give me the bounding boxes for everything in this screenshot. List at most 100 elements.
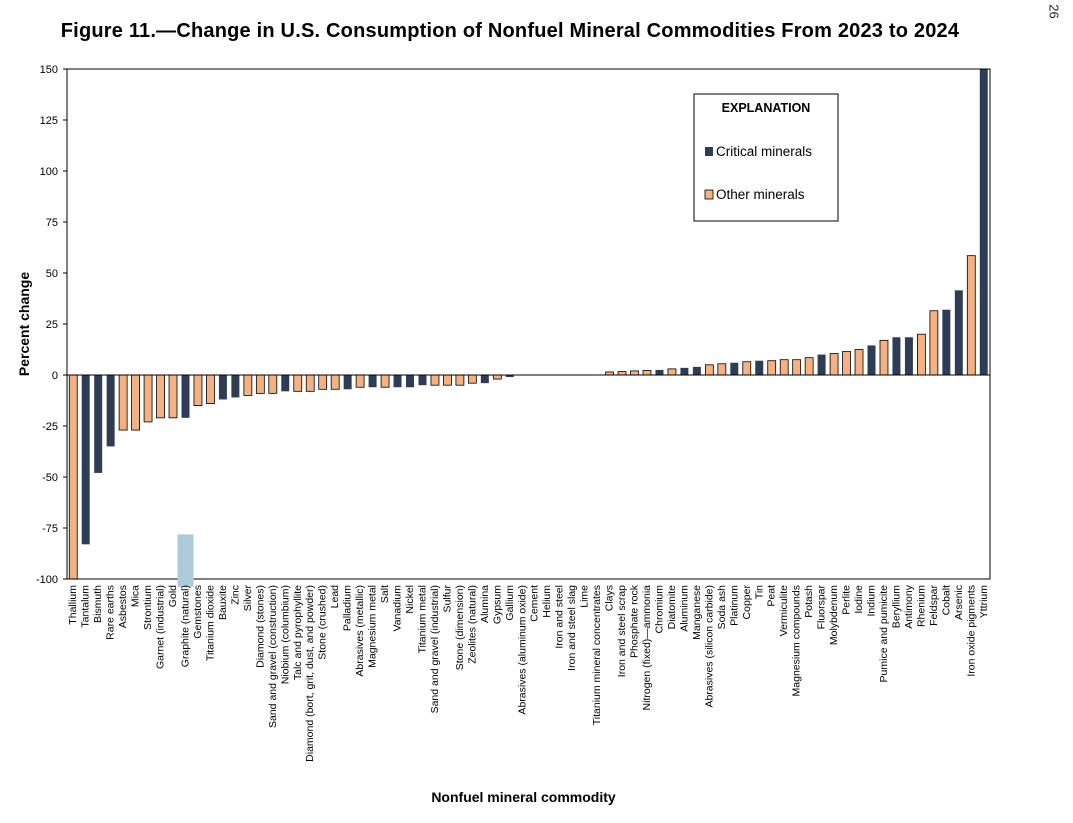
- bar-antimony: [904, 337, 913, 375]
- highlight-graphite-natural: [177, 534, 194, 587]
- bar-mica: [131, 374, 140, 431]
- bar-tantalum: [81, 375, 90, 545]
- legend-box: [693, 93, 839, 222]
- category-label-lime: Lime: [579, 585, 591, 608]
- legend-label-other: Other minerals: [716, 187, 805, 202]
- category-label-iron-and-steel: Iron and steel: [554, 585, 566, 649]
- category-label-tantalum: Tantalum: [80, 585, 92, 628]
- category-label-alumina: Alumina: [479, 585, 491, 623]
- bar-nitrogen-fixed-ammonia: [642, 370, 652, 376]
- category-label-palladium: Palladium: [342, 585, 354, 631]
- y-tick-label: 50: [46, 268, 58, 280]
- category-label-tin: Tin: [753, 585, 765, 599]
- category-label-aluminum: Aluminum: [678, 585, 690, 632]
- category-label-helium: Helium: [541, 585, 553, 618]
- bar-perlite: [842, 351, 851, 376]
- bar-vanadium: [393, 375, 402, 388]
- category-label-pumice-and-pumicite: Pumice and pumicite: [878, 585, 890, 683]
- bar-diamond-bort-grit-dust-and-powder: [305, 374, 315, 392]
- bar-alumina: [480, 375, 489, 384]
- category-label-mica: Mica: [130, 585, 142, 607]
- category-label-abrasives-metallic: Abrasives (metallic): [354, 585, 366, 677]
- category-label-indium: Indium: [866, 585, 878, 617]
- bar-asbestos: [118, 374, 128, 431]
- bar-molybdenum: [829, 353, 839, 376]
- bar-beryllium: [892, 337, 901, 375]
- category-label-gypsum: Gypsum: [491, 585, 503, 624]
- bar-indium: [867, 345, 876, 375]
- category-label-rare-earths: Rare earths: [105, 585, 117, 640]
- bar-gemstones: [193, 374, 203, 407]
- bar-phosphate-rock: [630, 370, 639, 376]
- bar-peat: [767, 360, 777, 376]
- category-label-feldspar: Feldspar: [928, 585, 940, 626]
- category-label-manganese: Manganese: [691, 585, 703, 640]
- y-tick-label: 25: [46, 319, 58, 331]
- category-label-iodine: Iodine: [853, 585, 865, 614]
- bar-vermiculite: [779, 359, 789, 376]
- plot-area-border: [66, 68, 991, 580]
- category-label-gemstones: Gemstones: [192, 585, 204, 639]
- y-tick-label: 75: [46, 217, 58, 229]
- category-label-arsenic: Arsenic: [953, 585, 965, 620]
- category-label-copper: Copper: [741, 585, 753, 620]
- bar-niobium-columbium: [281, 375, 290, 392]
- bar-potash: [804, 357, 814, 376]
- bar-sulfur: [443, 374, 452, 386]
- bar-gold: [168, 374, 178, 419]
- legend: EXPLANATION Critical minerals Other minera…: [693, 93, 839, 222]
- plot-frame: [66, 68, 991, 580]
- category-label-lead: Lead: [329, 585, 341, 609]
- bar-zinc: [231, 375, 240, 398]
- category-label-chromium: Chromium: [653, 585, 665, 634]
- bar-pumice-and-pumicite: [879, 339, 889, 376]
- y-tick-label: -100: [36, 574, 58, 586]
- bar-salt: [380, 374, 390, 388]
- y-tick-label: 100: [40, 166, 58, 178]
- category-label-vermiculite: Vermiculite: [778, 585, 790, 637]
- bar-rhenium: [917, 333, 926, 376]
- y-axis: 150 125 100 75 50 25 0 -25 -50 -75 -100: [36, 64, 67, 586]
- legend-label-critical: Critical minerals: [716, 144, 812, 159]
- category-label-clays: Clays: [604, 585, 616, 611]
- category-label-abrasives-silicon-carbide: Abrasives (silicon carbide): [703, 585, 715, 708]
- legend-swatch-other: [704, 189, 714, 200]
- bar-thallium: [68, 374, 78, 580]
- category-label-peat: Peat: [766, 585, 778, 607]
- category-label-nickel: Nickel: [404, 585, 416, 614]
- bar-arsenic: [954, 290, 963, 375]
- bar-graphite-natural: [181, 375, 190, 418]
- category-label-rhenium: Rhenium: [915, 585, 927, 627]
- bar-gallium: [505, 375, 514, 378]
- category-label-niobium-columbium: Niobium (columbium): [279, 585, 291, 684]
- bar-zeolites-natural: [467, 374, 477, 384]
- bar-aluminum: [680, 367, 689, 375]
- category-label-magnesium-compounds: Magnesium compounds: [791, 585, 803, 696]
- category-label-diamond-bort-grit-dust-and-powder: Diamond (bort, grit, dust, and powder): [304, 585, 316, 762]
- category-label-cobalt: Cobalt: [940, 585, 952, 615]
- category-label-titanium-dioxide: Titanium dioxide: [204, 585, 216, 661]
- category-label-sand-and-gravel-construction: Sand and gravel (construction): [267, 585, 279, 728]
- category-label-antimony: Antimony: [903, 584, 915, 629]
- y-tick-label: -50: [42, 472, 58, 484]
- category-label-molybdenum: Molybdenum: [828, 585, 840, 645]
- bar-iron-and-steel-scrap: [617, 371, 627, 376]
- bar-stone-dimension: [455, 374, 465, 386]
- bar-platinum: [730, 362, 739, 375]
- bar-copper: [742, 361, 752, 376]
- bar-sand-and-gravel-industrial: [430, 374, 440, 386]
- x-axis-labels: Thallium Tantalum Bismuth Rare earths Asbest…: [67, 534, 990, 762]
- category-label-iron-oxide-pigments: Iron oxide pigments: [965, 585, 977, 677]
- category-label-diatomite: Diatomite: [666, 585, 678, 630]
- category-label-stone-crushed: Stone (crushed): [317, 585, 329, 660]
- bar-cobalt: [942, 309, 951, 375]
- bar-chromium: [655, 369, 664, 375]
- legend-title: EXPLANATION: [722, 101, 811, 115]
- category-label-garnet-industrial: Garnet (industrial): [155, 585, 167, 669]
- category-label-zinc: Zinc: [229, 585, 241, 605]
- bar-bauxite: [218, 375, 227, 400]
- bar-titanium-metal: [418, 375, 427, 386]
- y-axis-title: Percent change: [16, 272, 32, 376]
- category-label-salt: Salt: [379, 585, 391, 603]
